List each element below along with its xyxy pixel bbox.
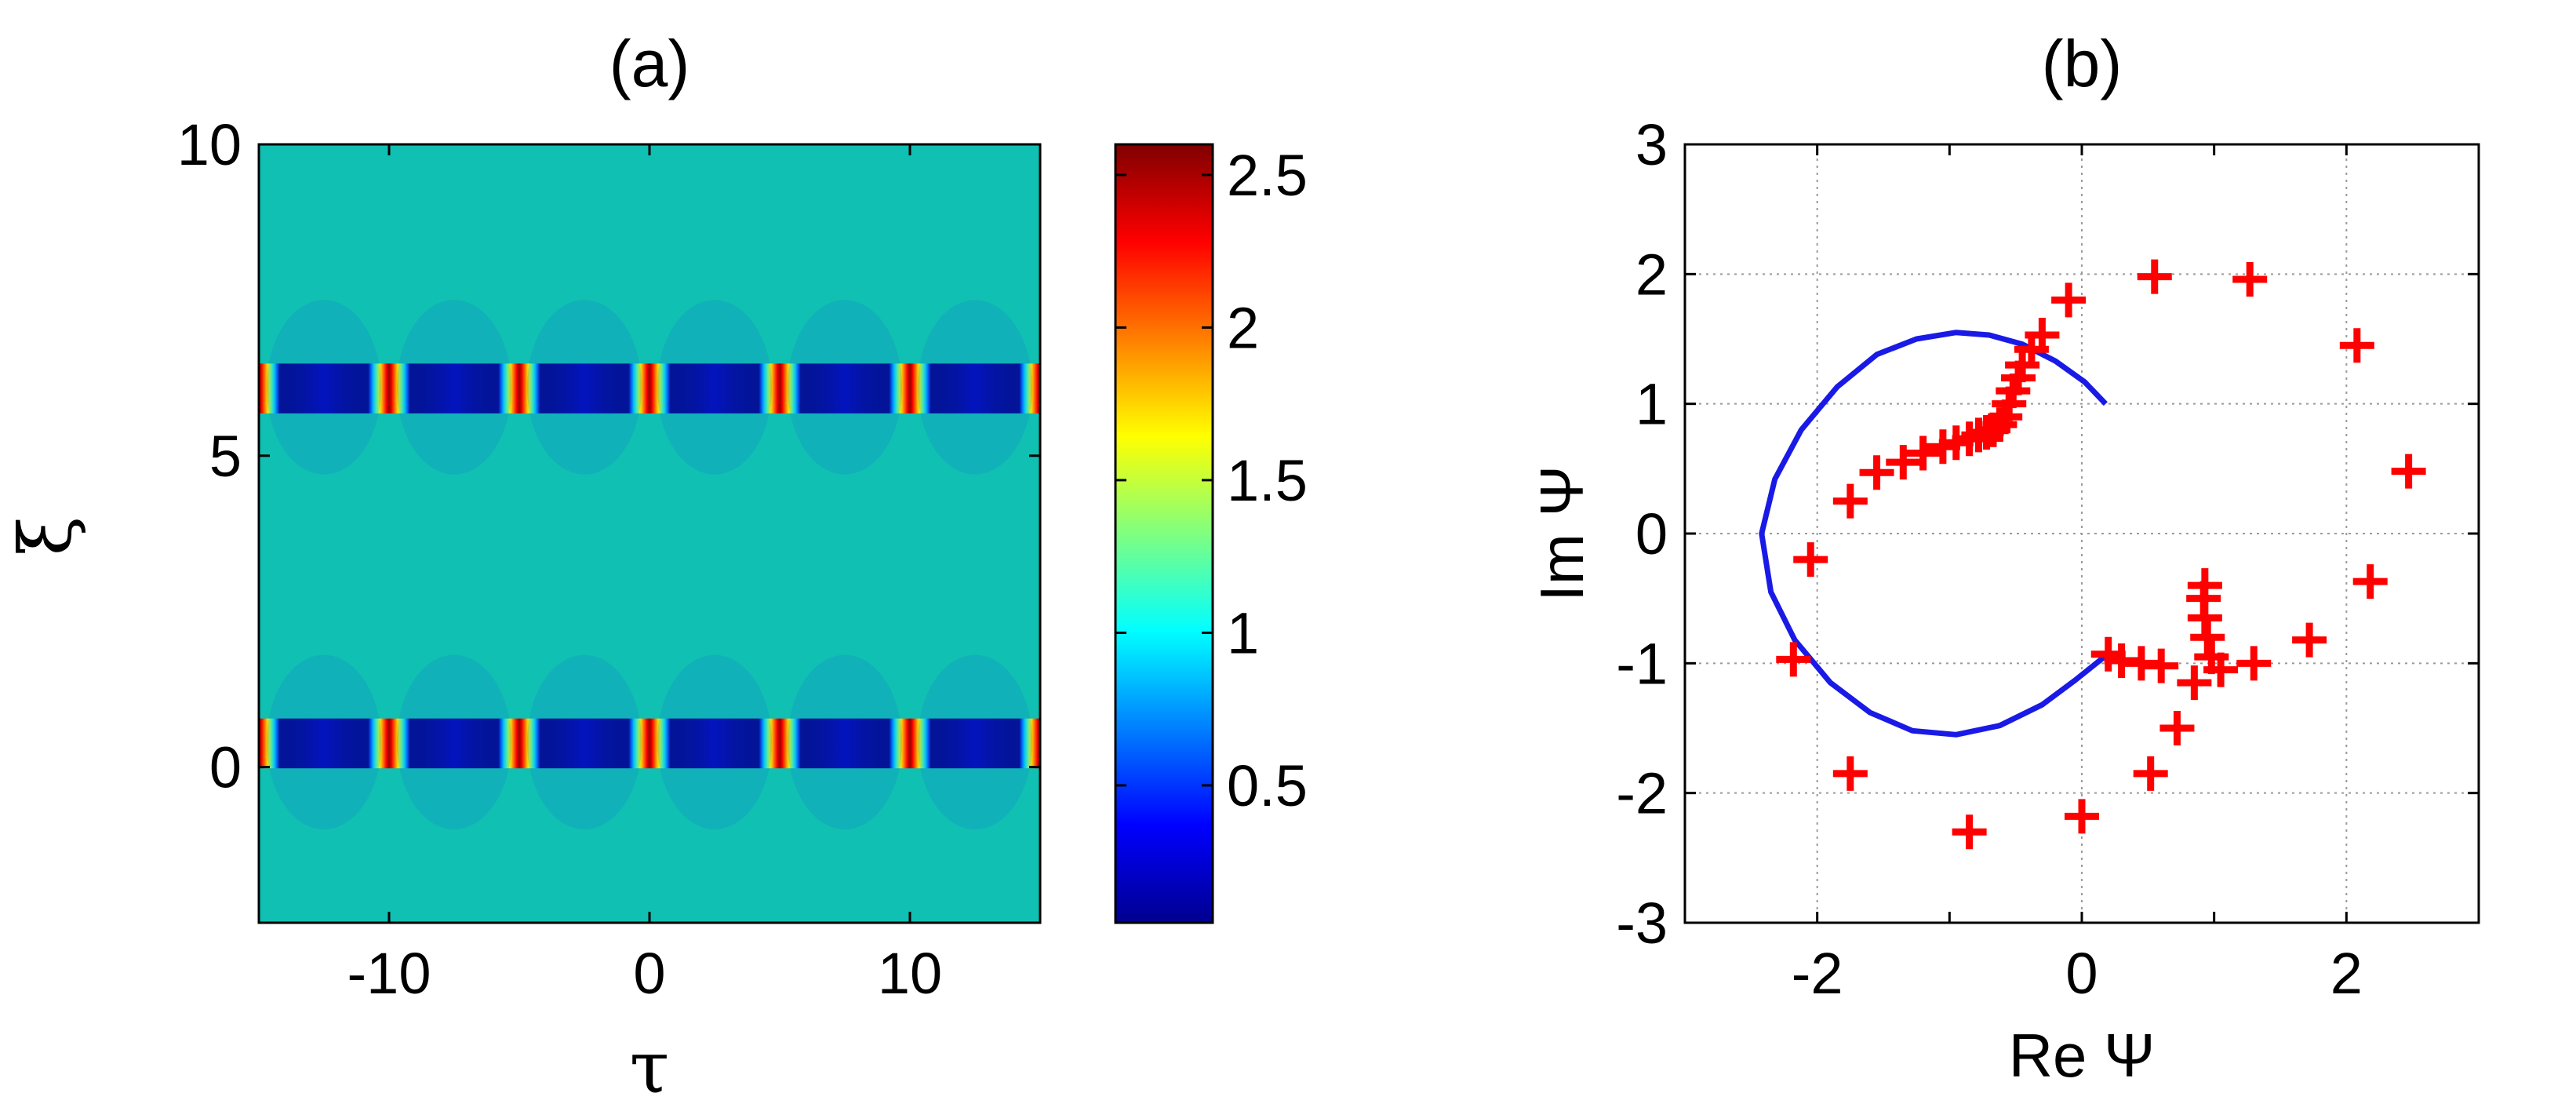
y-tick-label: -3 (1616, 891, 1668, 956)
cross-marker (1832, 483, 1868, 519)
cross-marker (2292, 622, 2327, 658)
x-tick-label: 0 (633, 941, 665, 1006)
cross-marker (1952, 814, 1987, 850)
y-tick-label: 0 (1635, 501, 1668, 567)
x-tick-label: -10 (347, 941, 431, 1006)
panel-a-title: (a) (609, 27, 690, 100)
colorbar: 0.5 1 1.5 2 2.5 (1114, 143, 1308, 924)
colorbar-tick-label: 2 (1227, 295, 1259, 360)
cross-marker (1793, 542, 1828, 578)
colorbar-tick-label: 1.5 (1227, 448, 1308, 513)
heatmap-halo (787, 300, 903, 475)
panel-a-x-label: τ (630, 1026, 670, 1104)
heatmap-halo (657, 654, 773, 829)
colorbar-gradient (1114, 143, 1214, 924)
cross-markers (1776, 259, 2426, 850)
cross-marker (1776, 642, 1811, 677)
panel-b-scatter: (b) -2 0 2 -3 -2 -1 0 1 2 3 Re Ψ Im Ψ (1527, 27, 2480, 1090)
y-tick-label: -1 (1616, 631, 1668, 696)
x-tick-label: 10 (878, 941, 942, 1006)
colorbar-ticks: 0.5 1 1.5 2 2.5 (1115, 143, 1308, 818)
heatmap-field (259, 300, 1040, 829)
x-tick-label: 0 (2065, 941, 2098, 1006)
heatmap-halo (787, 654, 903, 829)
cross-marker (2236, 646, 2272, 681)
cross-marker (1859, 455, 1894, 490)
heatmap-stripe (259, 718, 1040, 769)
panel-a-axis-ticks: -10 0 10 0 5 10 (177, 112, 1040, 1006)
panel-b-y-label: Im Ψ (1527, 465, 1596, 601)
cross-marker (2065, 799, 2099, 834)
y-tick-label: 2 (1635, 242, 1668, 307)
cross-marker (2194, 639, 2229, 675)
heatmap-halo (266, 300, 382, 475)
cross-marker (2051, 282, 2087, 318)
colorbar-tick-label: 0.5 (1227, 753, 1308, 818)
colorbar-tick-label: 1 (1227, 600, 1259, 665)
cross-marker (2352, 564, 2388, 599)
cross-marker (2177, 665, 2212, 701)
cross-marker (1905, 435, 1941, 471)
heatmap-halo (917, 654, 1033, 829)
heatmap-halo (396, 300, 512, 475)
y-tick-label: 5 (209, 424, 242, 489)
cross-marker (2090, 636, 2126, 672)
cross-marker (1832, 756, 1868, 791)
heatmap-halo (526, 654, 642, 829)
heatmap-halo (526, 300, 642, 475)
cross-marker (2339, 328, 2374, 363)
panel-b-axis-ticks: -2 0 2 -3 -2 -1 0 1 2 3 (1616, 112, 2480, 1006)
x-tick-label: -2 (1792, 941, 1843, 1006)
heatmap-halo (266, 654, 382, 829)
circle-curve (1759, 330, 2108, 738)
colorbar-tick-label: 2.5 (1227, 143, 1308, 208)
cross-marker (2391, 454, 2426, 489)
heatmap-background (259, 144, 1040, 923)
y-tick-label: 1 (1635, 372, 1668, 437)
y-tick-label: 0 (209, 735, 242, 800)
heatmap-halo (917, 300, 1033, 475)
heatmap-halo (657, 300, 773, 475)
x-tick-label: 2 (2330, 941, 2363, 1006)
y-tick-label: 10 (177, 112, 242, 177)
cross-marker (2187, 568, 2222, 603)
panel-b-x-label: Re Ψ (2009, 1021, 2156, 1090)
cross-marker (2232, 261, 2268, 297)
heatmap-halo (396, 654, 512, 829)
y-tick-label: -2 (1616, 761, 1668, 826)
panel-a-y-label: ξ (4, 516, 88, 556)
cross-marker (1982, 407, 2018, 443)
y-tick-label: 3 (1635, 112, 1668, 177)
panel-b-title: (b) (2042, 27, 2123, 100)
cross-marker (2137, 259, 2172, 294)
cross-marker (1886, 445, 1921, 480)
cross-marker (2133, 756, 2168, 791)
panel-a-heatmap: (a) -10 0 10 0 5 10 τ ξ (4, 27, 1042, 1104)
cross-marker (2025, 318, 2060, 353)
heatmap-stripe (259, 363, 1040, 414)
cross-marker (2159, 711, 2195, 745)
